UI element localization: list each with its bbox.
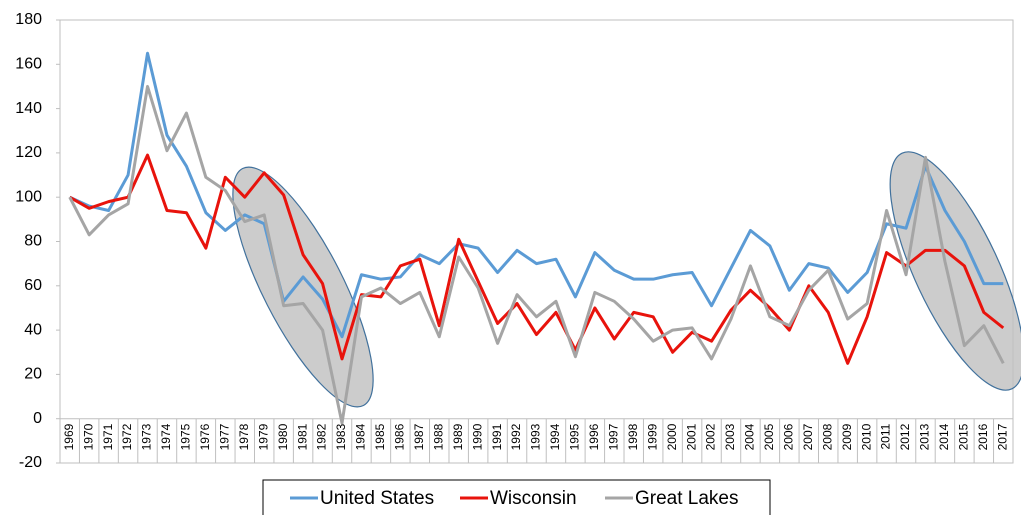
x-tick-label: 1996 — [587, 423, 601, 450]
x-tick-label: 2002 — [704, 423, 718, 450]
x-tick-label: 1984 — [354, 423, 368, 450]
x-tick-label: 1986 — [393, 423, 407, 450]
legend-label: Great Lakes — [635, 488, 739, 509]
x-tick-label: 2012 — [898, 423, 912, 450]
y-tick-label: 120 — [15, 144, 42, 161]
x-tick-label: 1981 — [295, 423, 309, 450]
x-tick-label: 1995 — [568, 423, 582, 450]
x-tick-label: 1991 — [490, 423, 504, 450]
x-tick-label: 1975 — [179, 423, 193, 450]
series-line — [69, 51, 1004, 339]
y-tick-label: 100 — [15, 188, 42, 205]
x-tick-label: 2005 — [762, 423, 776, 450]
x-tick-label: 2017 — [995, 423, 1009, 450]
x-tick-label: 1982 — [315, 423, 329, 450]
x-tick-label: 1994 — [548, 423, 562, 450]
x-tick-label: 2009 — [840, 423, 854, 450]
x-tick-label: 1987 — [412, 423, 426, 450]
y-tick-label: 140 — [15, 100, 42, 117]
legend-label: Wisconsin — [490, 488, 577, 509]
x-tick-label: 1978 — [237, 423, 251, 450]
x-tick-label: 1997 — [606, 423, 620, 450]
x-tick-label: 1990 — [470, 423, 484, 450]
highlight-ellipse — [889, 151, 1021, 391]
x-tick-label: 1977 — [217, 423, 231, 450]
x-tick-label: 1989 — [451, 423, 465, 450]
x-tick-label: 1972 — [120, 423, 134, 450]
x-tick-label: 2014 — [937, 423, 951, 450]
x-tick-label: 2013 — [918, 423, 932, 450]
x-tick-label: 2006 — [782, 423, 796, 450]
x-tick-label: 1970 — [81, 423, 95, 450]
x-tick-label: 2011 — [879, 423, 893, 449]
y-tick-label: 180 — [15, 11, 42, 28]
x-tick-label: 1971 — [101, 423, 115, 450]
x-tick-label: 1985 — [373, 423, 387, 450]
x-tick-label: 1983 — [334, 423, 348, 450]
x-tick-label: 2010 — [859, 423, 873, 450]
x-tick-label: 1979 — [256, 423, 270, 450]
x-tick-label: 2007 — [801, 423, 815, 450]
x-tick-label: 2000 — [665, 423, 679, 450]
x-tick-label: 1973 — [140, 423, 154, 450]
x-tick-label: 1998 — [626, 423, 640, 450]
x-tick-label: 1999 — [645, 423, 659, 450]
series-line — [68, 153, 1005, 365]
x-tick-label: 2004 — [743, 423, 757, 450]
y-tick-label: 20 — [24, 366, 42, 383]
x-tick-label: 2016 — [976, 423, 990, 450]
y-tick-label: 0 — [33, 410, 42, 427]
x-tick-label: 1988 — [431, 423, 445, 450]
x-tick-label: 2003 — [723, 423, 737, 450]
y-tick-label: -20 — [19, 454, 42, 471]
x-tick-label: 2015 — [957, 423, 971, 450]
x-tick-label: 1976 — [198, 423, 212, 450]
highlight-ellipse — [232, 166, 374, 408]
x-tick-label: 1969 — [62, 423, 76, 450]
x-tick-label: 1980 — [276, 423, 290, 450]
x-tick-label: 2008 — [820, 423, 834, 450]
legend-box — [262, 479, 771, 515]
x-tick-label: 2001 — [684, 423, 698, 450]
x-tick-label: 1992 — [509, 423, 523, 450]
y-tick-label: 80 — [24, 233, 42, 250]
y-tick-label: 60 — [24, 277, 42, 294]
x-tick-label: 1993 — [529, 423, 543, 450]
x-tick-label: 1974 — [159, 423, 173, 450]
series-line — [68, 84, 1005, 425]
y-tick-label: 40 — [24, 321, 42, 338]
legend-label: United States — [320, 488, 434, 509]
y-tick-label: 160 — [15, 56, 42, 73]
